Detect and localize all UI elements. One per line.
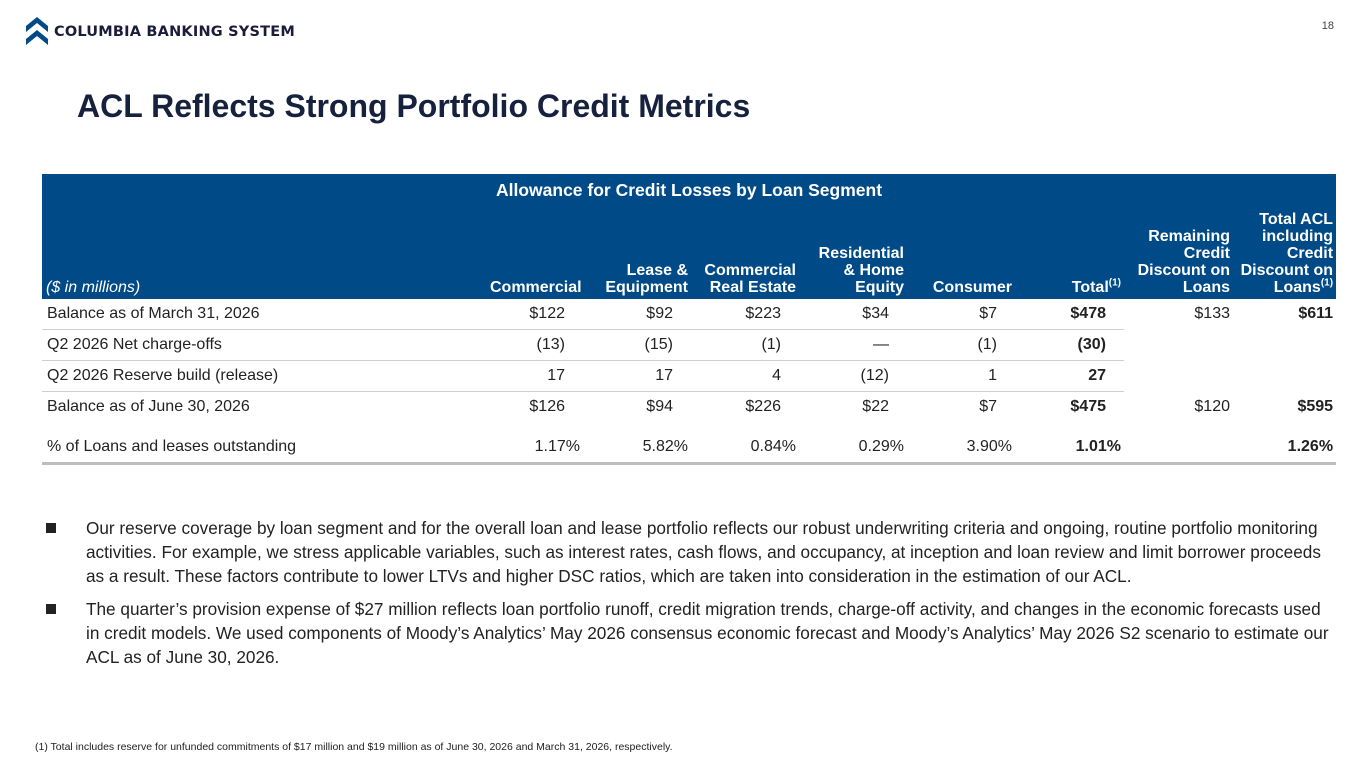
table-cell: (15) bbox=[583, 329, 691, 361]
table-cell bbox=[1233, 330, 1336, 361]
bullet-text: Our reserve coverage by loan segment and… bbox=[86, 518, 1321, 586]
square-bullet-icon bbox=[46, 523, 56, 533]
table-cell: $611 bbox=[1298, 305, 1334, 323]
table-cell: (12) bbox=[799, 360, 907, 392]
table-cell: 4 bbox=[691, 360, 799, 392]
column-header-line: Equipment bbox=[605, 279, 688, 296]
table-cell: (30) bbox=[1015, 329, 1124, 361]
bullet-item: The quarter’s provision expense of $27 m… bbox=[46, 597, 1336, 669]
square-bullet-icon bbox=[46, 604, 56, 614]
column-header-line: Total bbox=[1071, 279, 1109, 296]
table-cell: $94 bbox=[646, 398, 673, 415]
table-cell: — bbox=[799, 329, 907, 361]
table-cell: $133 bbox=[1194, 305, 1230, 323]
column-header: Commercial bbox=[487, 206, 583, 299]
row-label: Balance as of March 31, 2026 bbox=[42, 299, 487, 330]
column-header: Lease & Equipment bbox=[583, 206, 691, 299]
table-cell: $122 bbox=[487, 299, 583, 330]
table-cell: 17 bbox=[487, 360, 583, 392]
footnote-marker: (1) bbox=[1108, 277, 1121, 289]
column-header-line: Loans bbox=[1273, 279, 1321, 296]
table-cell: $120 bbox=[1194, 397, 1230, 415]
company-logo: COLUMBIA BANKING SYSTEM bbox=[26, 16, 295, 48]
column-header-line: including bbox=[1261, 228, 1334, 245]
table-cell: 3.90% bbox=[907, 422, 1015, 465]
column-header: Residential & Home Equity bbox=[799, 206, 907, 299]
table-cell: $92 bbox=[583, 299, 691, 330]
column-header-line: Loans bbox=[1182, 279, 1230, 296]
column-header-line: Credit bbox=[1286, 245, 1334, 262]
units-label: ($ in millions) bbox=[42, 206, 487, 299]
column-header-line: Real Estate bbox=[709, 279, 796, 296]
table-cell: $226 bbox=[745, 398, 781, 415]
table-cell: 0.84% bbox=[691, 422, 799, 465]
column-header-line: Credit bbox=[1183, 245, 1230, 262]
row-label: Balance as of June 30, 2026 bbox=[47, 398, 250, 415]
column-header-line: Total ACL bbox=[1259, 211, 1334, 228]
acl-table: Allowance for Credit Losses by Loan Segm… bbox=[42, 174, 1337, 465]
table-cell: (1) bbox=[691, 329, 799, 361]
table-cell: $478 bbox=[1015, 299, 1124, 330]
column-header: Total(1) bbox=[1015, 206, 1124, 299]
column-header-line: Consumer bbox=[932, 279, 1012, 296]
table-cell bbox=[1124, 330, 1233, 361]
table-row: Q2 2026 Reserve build (release) 17 17 4 (12)… bbox=[42, 360, 1336, 392]
column-header-line: Residential bbox=[818, 245, 904, 262]
table-row: Balance as of June 30, 2026 $126 $94 $226 $2… bbox=[42, 392, 1336, 423]
table-cell: 5.82% bbox=[583, 422, 691, 465]
table-cell bbox=[1124, 361, 1233, 392]
page-title: ACL Reflects Strong Portfolio Credit Met… bbox=[77, 88, 751, 124]
table-cell: $126 bbox=[529, 398, 565, 415]
table-row: % of Loans and leases outstanding 1.17% 5.… bbox=[42, 422, 1337, 465]
column-header: Commercial Real Estate bbox=[691, 206, 799, 299]
column-header: Consumer bbox=[907, 206, 1015, 299]
table-cell: 0.29% bbox=[799, 422, 907, 465]
table-cell: 1.26% bbox=[1233, 422, 1337, 465]
table-caption: Allowance for Credit Losses by Loan Segm… bbox=[42, 174, 1337, 206]
row-label: % of Loans and leases outstanding bbox=[42, 422, 487, 465]
table-row: Q2 2026 Net charge-offs (13) (15) (1) — (1) (3… bbox=[42, 329, 1336, 361]
bullet-item: Our reserve coverage by loan segment and… bbox=[46, 516, 1336, 588]
column-header-line: Discount on bbox=[1137, 262, 1230, 279]
table-cell: 1.17% bbox=[487, 422, 583, 465]
table-cell: $595 bbox=[1297, 397, 1334, 415]
table-cell: $223 bbox=[691, 299, 799, 330]
table-cell: (13) bbox=[487, 329, 583, 361]
table-cell: 1 bbox=[907, 360, 1015, 392]
column-header-line: & Home bbox=[843, 262, 904, 279]
table-cell: $7 bbox=[907, 299, 1015, 330]
bullet-text: The quarter’s provision expense of $27 m… bbox=[86, 599, 1329, 667]
row-label: Q2 2026 Reserve build (release) bbox=[42, 360, 487, 392]
table-row: Balance as of March 31, 2026 $122 $92 $223 $… bbox=[42, 299, 1336, 330]
table-cell bbox=[1124, 422, 1233, 465]
table-cell: 27 bbox=[1015, 360, 1124, 392]
table-cell: 17 bbox=[583, 360, 691, 392]
column-header-line: Equity bbox=[855, 279, 904, 296]
column-header-line: Lease & bbox=[626, 262, 688, 279]
table-cell: (1) bbox=[907, 329, 1015, 361]
chevron-logo-icon bbox=[26, 17, 48, 45]
page-number: 18 bbox=[1321, 20, 1334, 32]
table-cell: $22 bbox=[862, 398, 889, 415]
table-cell: $34 bbox=[799, 299, 907, 330]
column-header: Total ACL including Credit Discount on Loans… bbox=[1233, 206, 1337, 299]
column-header-line: Discount on bbox=[1240, 262, 1334, 279]
column-header-line: Remaining bbox=[1148, 228, 1230, 245]
table-cell: 1.01% bbox=[1015, 422, 1124, 465]
footnote: (1) Total includes reserve for unfunded … bbox=[35, 741, 673, 753]
commentary-bullets: Our reserve coverage by loan segment and… bbox=[46, 516, 1336, 678]
company-name: COLUMBIA BANKING SYSTEM bbox=[54, 24, 295, 40]
table-cell bbox=[1233, 361, 1336, 392]
table-cell: $475 bbox=[1070, 398, 1106, 415]
column-header: Remaining Credit Discount on Loans bbox=[1124, 206, 1233, 299]
column-header-line: Commercial bbox=[490, 279, 582, 296]
table-cell: $7 bbox=[979, 398, 997, 415]
column-header-line: Commercial bbox=[704, 262, 796, 279]
row-label: Q2 2026 Net charge-offs bbox=[42, 329, 487, 361]
footnote-marker: (1) bbox=[1320, 277, 1334, 289]
